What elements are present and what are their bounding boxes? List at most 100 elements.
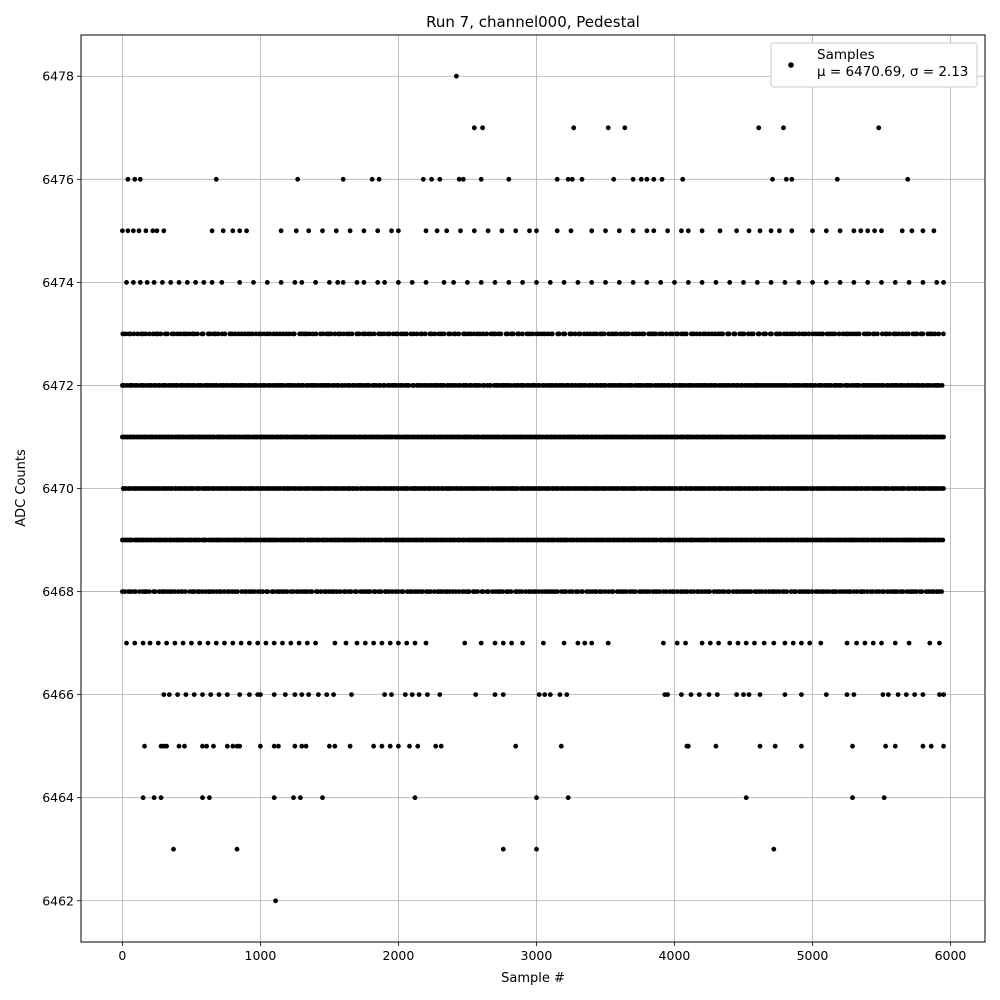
data-point <box>324 692 330 697</box>
data-point <box>862 640 868 646</box>
data-point <box>836 331 842 337</box>
data-point <box>404 331 409 337</box>
data-point <box>271 589 276 594</box>
data-point <box>131 228 136 234</box>
data-point <box>288 640 294 646</box>
data-point <box>696 692 702 697</box>
data-point <box>937 640 942 646</box>
data-point <box>665 228 670 234</box>
data-point <box>412 795 418 801</box>
data-point <box>626 331 631 337</box>
data-point <box>237 280 243 285</box>
data-point <box>651 176 657 182</box>
data-point <box>909 228 915 234</box>
data-point <box>280 383 286 388</box>
data-point <box>679 692 684 697</box>
data-point <box>901 486 907 491</box>
data-point <box>332 743 338 749</box>
data-point <box>216 331 221 337</box>
data-point <box>477 331 483 337</box>
data-point <box>412 640 418 646</box>
data-point <box>313 280 318 285</box>
data-point <box>211 743 216 749</box>
data-point <box>550 331 555 337</box>
data-point <box>572 331 578 337</box>
data-point <box>335 383 341 388</box>
data-point <box>823 280 829 285</box>
data-point <box>534 795 539 801</box>
data-point <box>500 589 506 594</box>
data-point <box>347 743 353 749</box>
data-point <box>184 280 190 285</box>
data-point <box>896 331 902 337</box>
data-point <box>881 589 887 594</box>
data-point <box>235 589 240 594</box>
data-point <box>441 383 447 388</box>
data-point <box>523 589 528 594</box>
data-point <box>382 692 387 697</box>
data-point <box>813 383 818 388</box>
chart-title: Run 7, channel000, Pedestal <box>426 13 640 31</box>
data-point <box>420 176 426 182</box>
data-point <box>928 743 934 749</box>
data-point <box>480 125 485 131</box>
data-point <box>258 692 263 697</box>
data-point <box>137 280 143 285</box>
data-point <box>534 846 539 852</box>
data-point <box>616 280 622 285</box>
data-point <box>438 743 444 749</box>
data-point <box>353 589 359 594</box>
data-point <box>734 228 739 234</box>
data-point <box>375 280 381 285</box>
data-points <box>120 73 946 904</box>
data-point <box>500 846 506 852</box>
data-point <box>176 743 182 749</box>
data-point <box>267 331 273 337</box>
data-point <box>790 640 796 646</box>
data-point <box>881 383 886 388</box>
data-point <box>727 280 733 285</box>
data-point <box>144 280 150 285</box>
data-point <box>641 331 647 337</box>
data-point <box>402 692 408 697</box>
data-point <box>164 640 170 646</box>
data-point <box>222 331 228 337</box>
data-point <box>858 228 864 234</box>
data-point <box>150 228 156 234</box>
data-point <box>837 280 843 285</box>
data-point <box>396 743 401 749</box>
data-point <box>458 228 463 234</box>
data-point <box>624 589 629 594</box>
data-point <box>348 589 354 594</box>
data-point <box>209 280 215 285</box>
data-point <box>865 228 871 234</box>
data-point <box>941 331 946 337</box>
data-point <box>818 640 824 646</box>
data-point <box>199 383 204 388</box>
axis-ticks: 0 1000 2000 3000 4000 5000 6000 6462 6464 6466 646… <box>42 69 966 963</box>
data-point <box>782 692 788 697</box>
data-point <box>247 692 252 697</box>
data-point <box>881 795 887 801</box>
data-point <box>726 589 732 594</box>
data-point <box>142 743 147 749</box>
data-point <box>659 176 665 182</box>
data-point <box>477 383 482 388</box>
data-point <box>563 589 569 594</box>
data-point <box>599 589 605 594</box>
data-point <box>166 692 172 697</box>
data-point <box>777 228 782 234</box>
data-point <box>251 280 256 285</box>
data-point <box>371 743 376 749</box>
data-point <box>200 795 205 801</box>
data-point <box>707 640 713 646</box>
data-point <box>437 176 443 182</box>
data-point <box>407 743 412 749</box>
data-point <box>746 692 752 697</box>
data-point <box>810 228 815 234</box>
data-point <box>313 640 318 646</box>
data-point <box>440 589 445 594</box>
data-point <box>306 228 312 234</box>
data-point <box>171 331 177 337</box>
data-point <box>471 125 477 131</box>
